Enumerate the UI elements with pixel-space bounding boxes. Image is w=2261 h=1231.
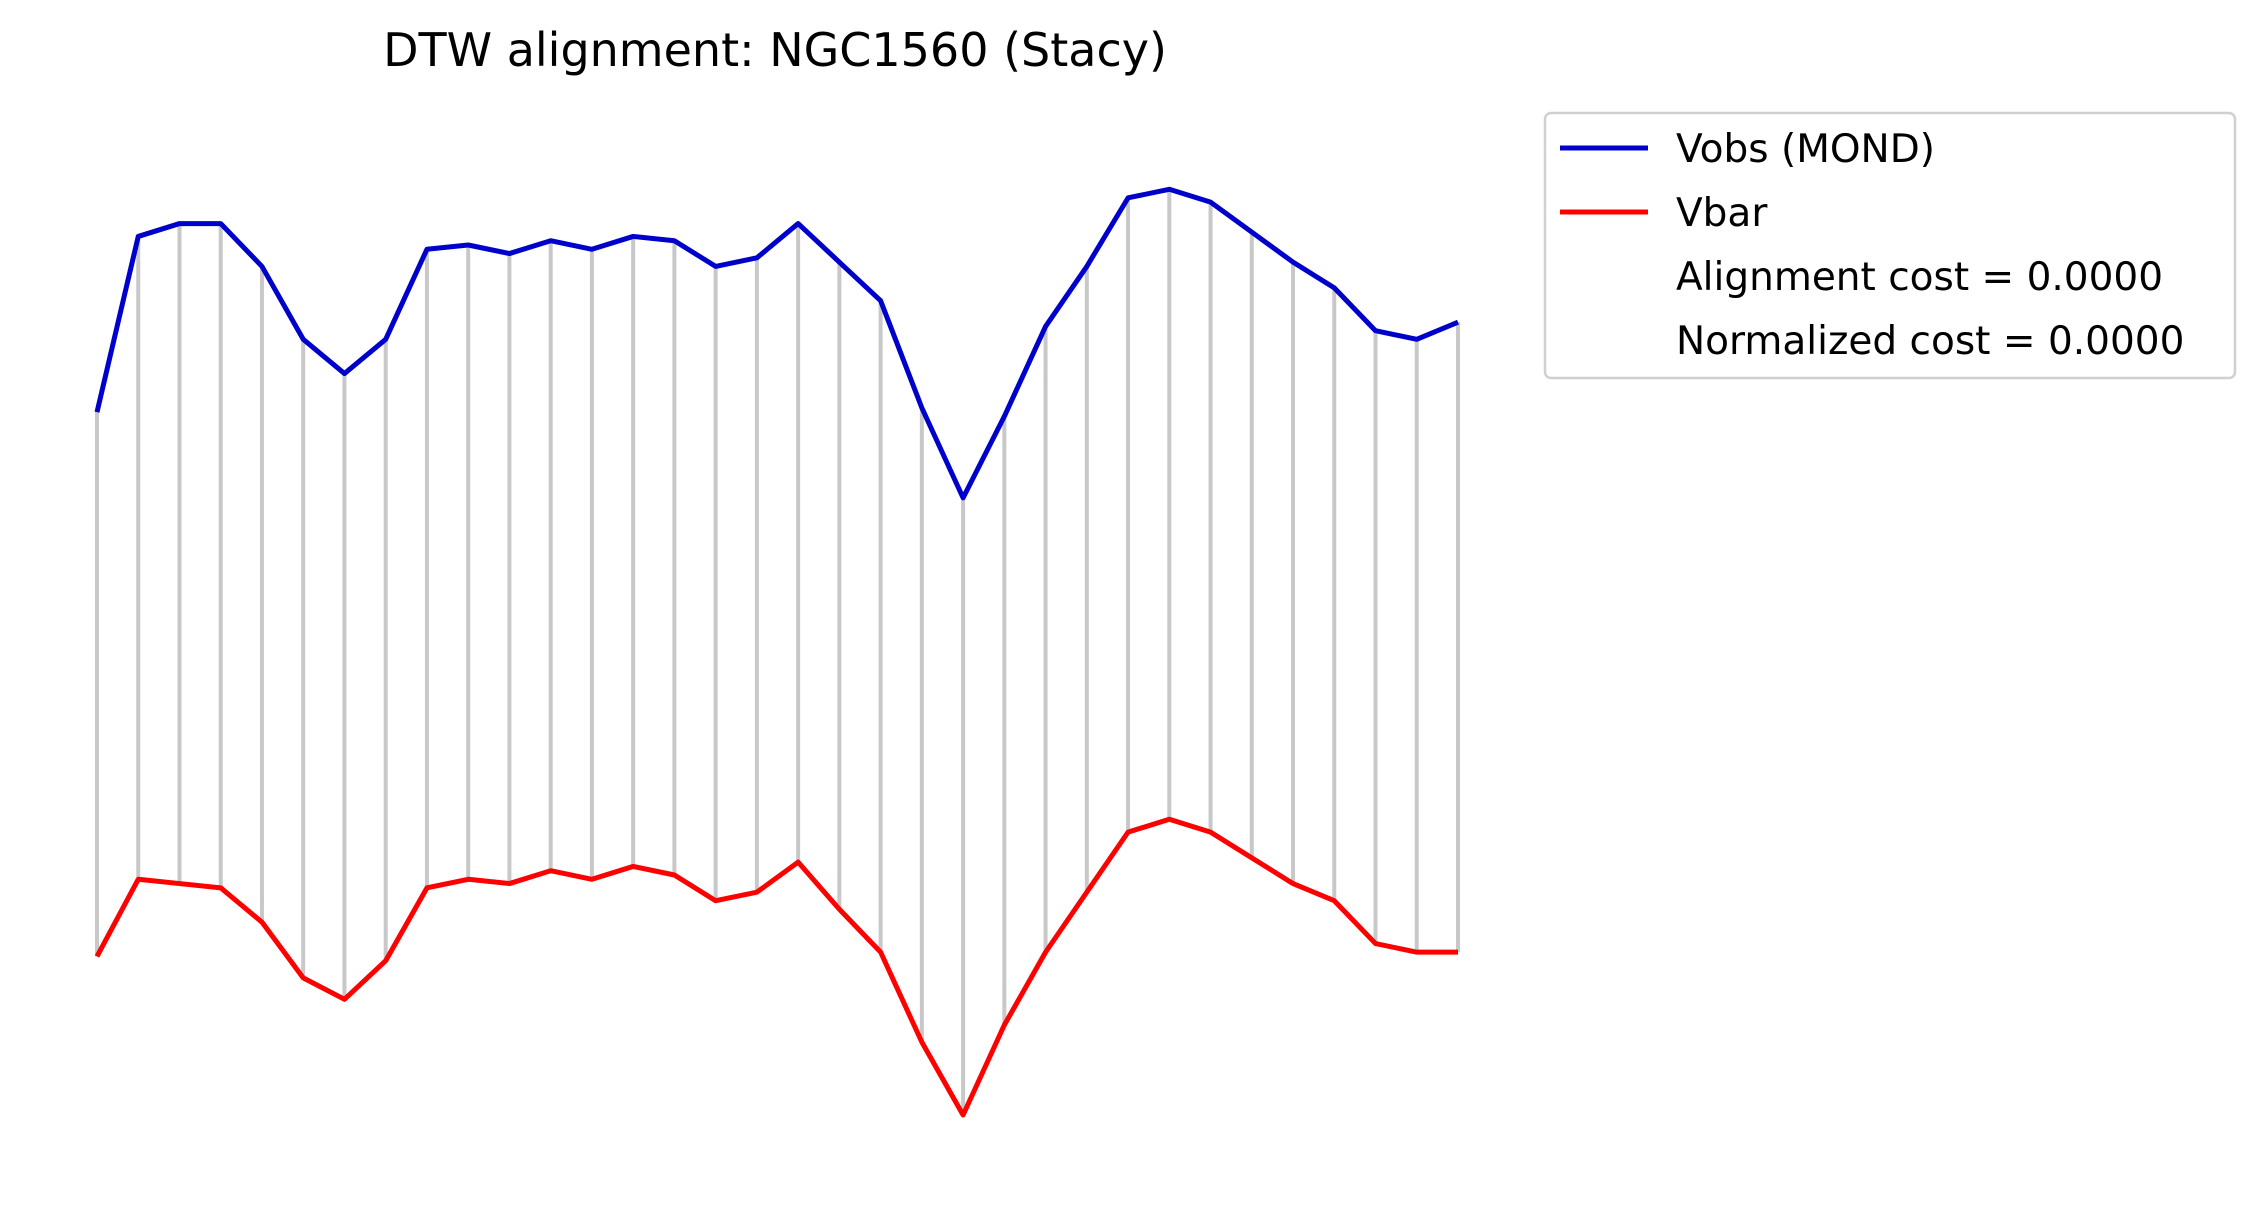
chart-title: DTW alignment: NGC1560 (Stacy) <box>383 23 1167 77</box>
series-lines <box>94 186 1459 1118</box>
legend-alignment-cost: Alignment cost = 0.0000 <box>1676 255 2163 300</box>
series-line-vobs <box>94 186 1459 501</box>
legend-label-vobs: Vobs (MOND) <box>1676 127 1935 172</box>
alignment-lines <box>95 189 1460 1115</box>
legend-normalized-cost: Normalized cost = 0.0000 <box>1676 319 2184 364</box>
legend: Vobs (MOND) Vbar Alignment cost = 0.0000… <box>1543 111 2237 380</box>
legend-label-vbar: Vbar <box>1676 191 1768 236</box>
series-line-vbar <box>94 816 1458 1118</box>
legend-frame <box>1543 111 2237 380</box>
